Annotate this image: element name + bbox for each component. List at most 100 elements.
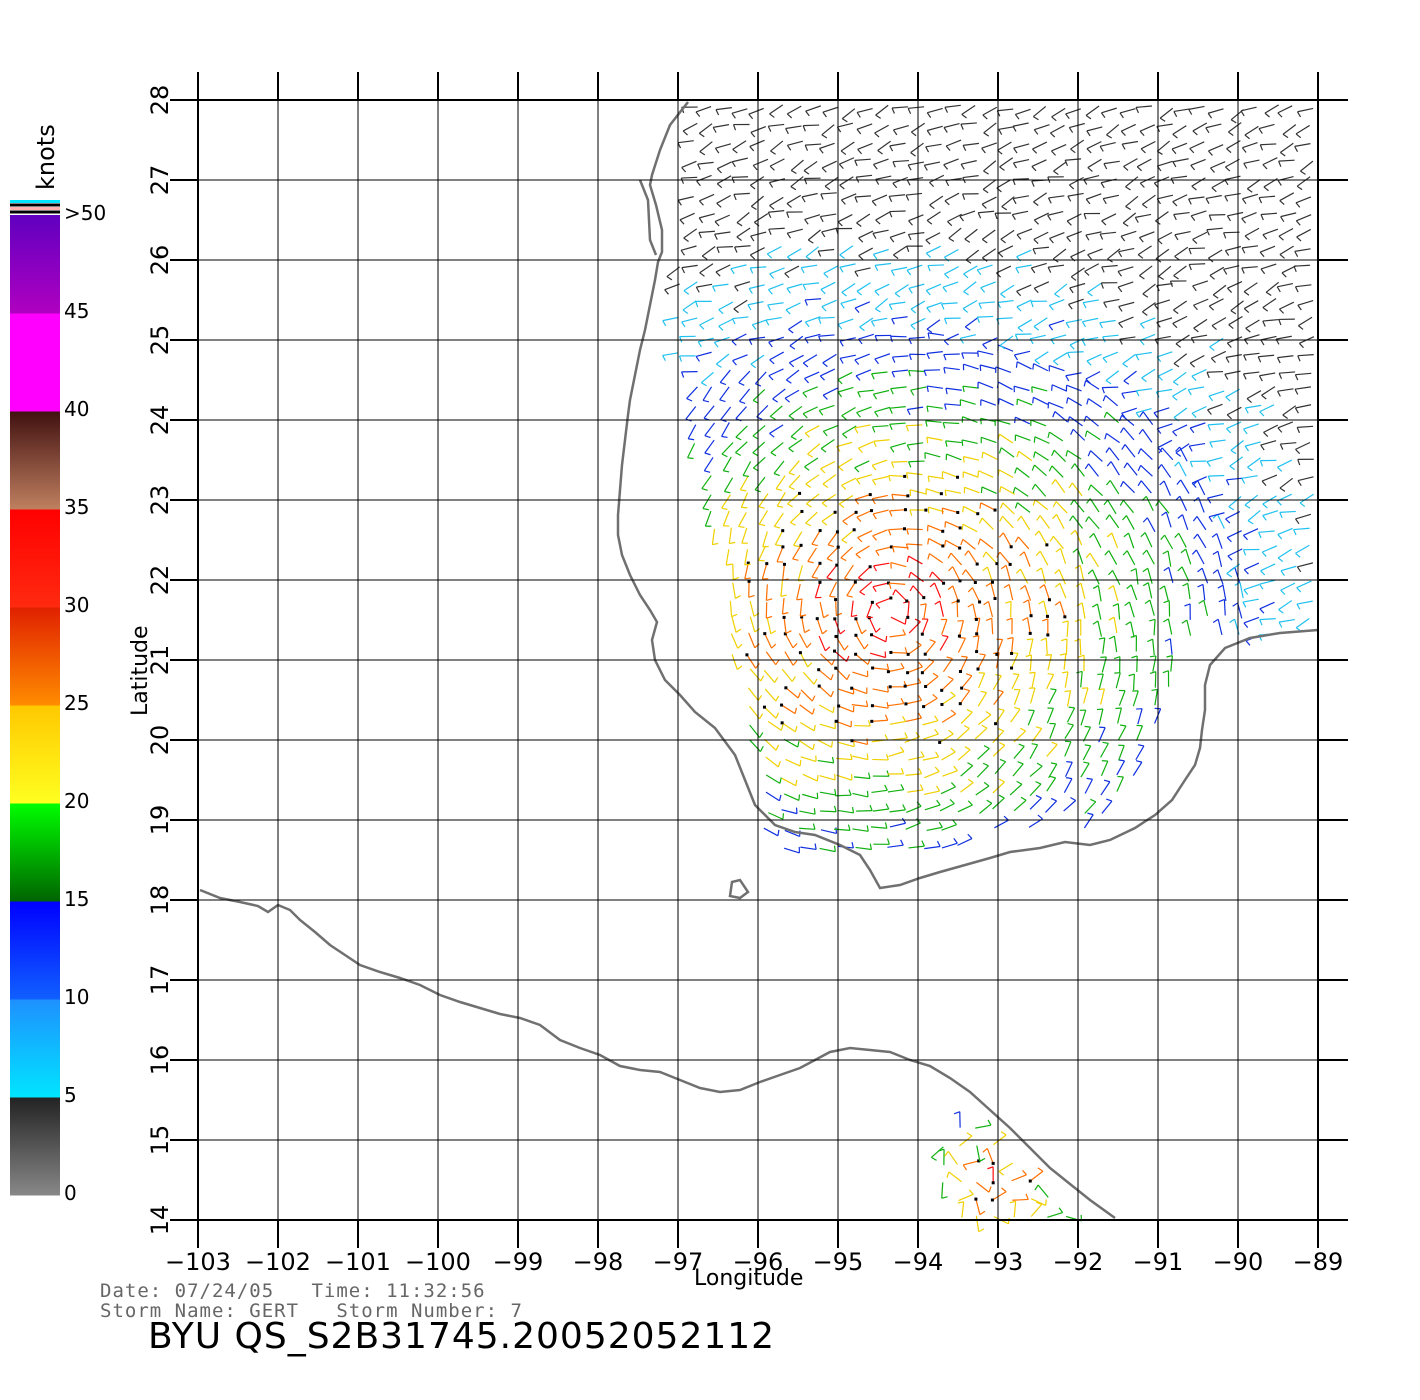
wind-barb [1031,672,1036,689]
wind-barb-tick [1161,511,1167,517]
wind-barb-tick [923,370,927,377]
wind-barb [1178,532,1187,548]
wind-barb-tick [1173,381,1179,386]
wind-barb [873,562,890,567]
wind-barb-tick [697,341,702,348]
wind-barb [1157,368,1173,377]
wind-barb [1136,388,1153,392]
wind-barb [1066,690,1072,707]
wind-barb-tick [1142,311,1148,316]
wind-barb-tick [1102,741,1109,744]
wind-barb-tick [854,427,859,434]
wind-barb [750,176,765,186]
wind-barb-tick [766,253,773,259]
wind-barb-tick [1226,342,1232,348]
wind-barb-tick [1012,487,1016,494]
wind-barb-tick [1207,409,1212,415]
wind-barb [802,386,818,394]
wind-barb [1088,398,1102,409]
wind-barb [871,371,888,375]
wind-barb [699,141,713,153]
wind-barb [1012,122,1029,127]
wind-barb [1191,476,1208,484]
wind-barb-tick [1050,797,1057,802]
wind-barb [1205,123,1222,129]
wind-barb-tick [926,405,929,413]
wind-barb [683,228,698,239]
colorbar-label: 0 [64,1181,77,1205]
wind-barb [930,1146,944,1158]
wind-barb-tick [902,715,907,722]
wind-barb-tick [1065,322,1070,329]
wind-barb-tick [1070,463,1076,470]
wind-barb-tick [1122,550,1128,556]
wind-barb [752,158,769,166]
wind-barb-tick [1278,160,1282,167]
wind-barb-tick [1049,775,1056,779]
wind-barb-tick [750,363,757,369]
rain-flag [850,686,854,690]
wind-barb-tick [1159,117,1166,122]
wind-barb [906,543,923,546]
rain-flag [1010,666,1014,670]
wind-barb [908,845,925,849]
wind-barb [875,175,892,180]
wind-barb-tick [872,233,877,239]
wind-barb [1102,334,1119,338]
wind-barb [1119,336,1136,340]
wind-barb-tick [790,169,797,175]
wind-barb-tick [804,466,810,471]
wind-barb-tick [1180,548,1187,554]
wind-barb-tick [735,436,742,441]
wind-barb [891,493,908,497]
wind-barb [874,262,892,266]
wind-barb-tick [868,772,871,779]
wind-barb [944,403,961,406]
wind-barb [765,756,779,768]
wind-barb-tick [774,525,781,529]
wind-barb [929,553,943,564]
wind-barb-tick [1173,309,1179,315]
wind-barb-tick [1117,775,1124,778]
wind-barb [1097,585,1102,602]
wind-barb-tick [679,336,683,343]
wind-barb [821,494,837,504]
wind-barb [758,510,769,525]
wind-barb [1297,354,1314,357]
wind-barb-tick [769,273,775,279]
wind-barb-tick [1142,549,1148,555]
wind-barb-tick [1108,585,1114,590]
wind-barb [1031,159,1047,167]
wind-barb [820,368,836,377]
wind-barb-tick [1244,407,1249,414]
wind-barb-tick [731,318,736,325]
wind-barb-tick [840,150,847,156]
wind-barb [1067,450,1082,460]
wind-barb-tick [847,824,851,831]
product-id: BYU QS_S2B31745.20052052112 [148,1316,776,1357]
wind-barb-tick [1159,480,1165,486]
wind-barb [978,672,986,689]
rain-flag [798,491,802,495]
wind-barb [892,545,909,549]
wind-barb-tick [1034,359,1040,365]
wind-barb-tick [1207,424,1211,431]
wind-barb [874,353,891,360]
wind-barb-tick [1258,532,1262,539]
wind-barb [702,386,713,401]
wind-barb-tick [1260,214,1264,221]
wind-barb [924,161,941,166]
wind-barb [664,283,680,291]
wind-barb-tick [909,585,914,592]
rain-flag [905,599,909,603]
wind-barb-tick [1298,342,1304,349]
x-tick-label: −90 [1213,1248,1264,1276]
wind-barb-tick [1076,670,1083,674]
wind-barb-tick [926,112,932,118]
wind-barb-tick [1086,777,1093,780]
wind-barb-tick [945,440,948,447]
wind-barb-tick [805,522,812,527]
x-tick-label: −91 [1133,1248,1184,1276]
wind-barb [1259,601,1275,610]
x-tick-label: −97 [653,1248,704,1276]
